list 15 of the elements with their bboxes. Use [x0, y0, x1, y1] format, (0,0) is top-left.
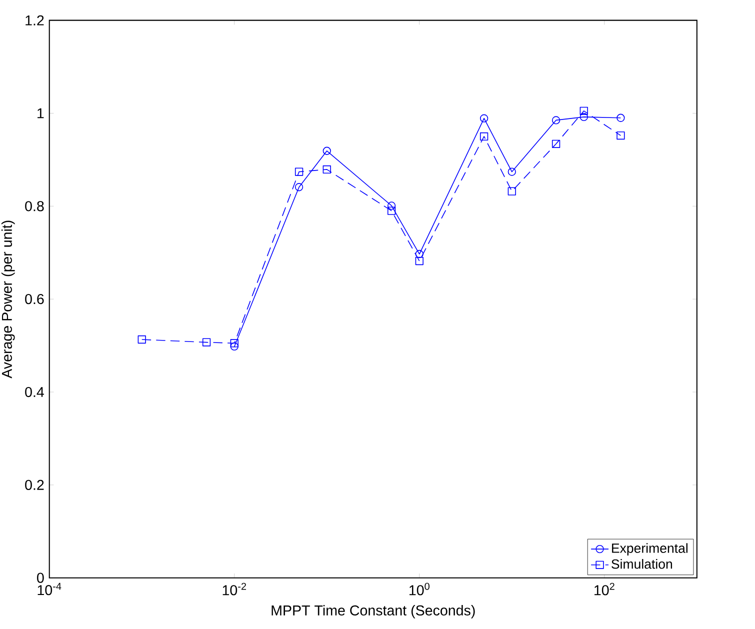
y-tick-label: 0.4 [25, 387, 44, 398]
x-tick-label: 10$^{2}$ [594, 582, 614, 596]
legend-label: Experimental [612, 543, 688, 556]
x-axis-title: MPPT Time Constant (Seconds) [272, 605, 475, 618]
y-tick-label: 1 [38, 108, 44, 118]
y-tick-label: 0 [37, 572, 44, 584]
y-tick-label: 1.2 [26, 15, 44, 26]
x-tick-label: 10$^{-2}$ [222, 582, 246, 596]
legend-label: Simulation [612, 559, 672, 569]
y-tick-label: 0.2 [25, 480, 44, 490]
y-tick-label: 0.6 [25, 294, 44, 304]
y-tick-label: 0.8 [25, 201, 44, 212]
x-tick-label: 10$^{0}$ [410, 582, 430, 596]
y-axis-title: Average Power (per unit) [1, 220, 15, 378]
x-tick-label: 10$^{-4}$ [38, 582, 62, 596]
